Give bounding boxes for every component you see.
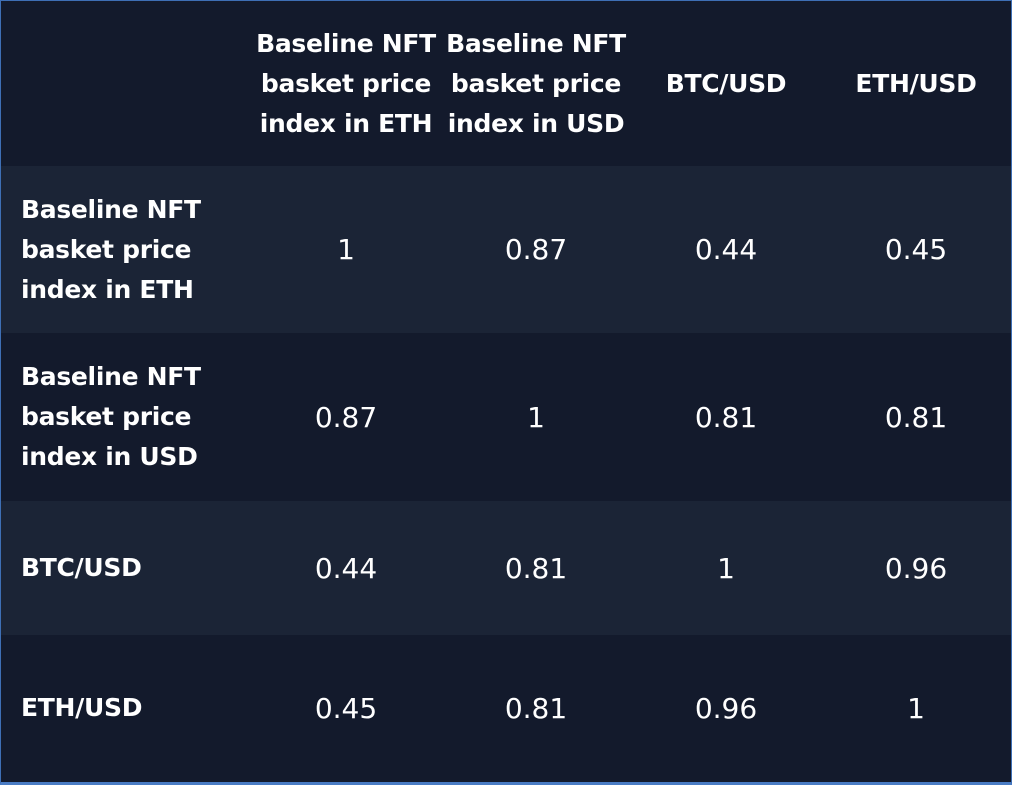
value-cell: 0.44 xyxy=(314,551,378,585)
row-header: ETH/USD xyxy=(21,693,143,722)
header-row: Baseline NFT basket price index in ETH B… xyxy=(1,1,1011,166)
value-cell: 0.45 xyxy=(314,691,378,725)
value-cell: 0.81 xyxy=(694,400,758,434)
value-cell: 0.87 xyxy=(314,400,378,434)
value-cell: 0.81 xyxy=(504,691,568,725)
column-header: BTC/USD xyxy=(665,68,787,98)
value-cell: 1 xyxy=(527,400,545,434)
value-cell: 0.44 xyxy=(694,233,758,266)
value-cell: 1 xyxy=(717,551,735,585)
value-cell: 0.81 xyxy=(884,400,948,434)
value-cell: 0.45 xyxy=(884,233,948,266)
column-header: ETH/USD xyxy=(855,68,977,98)
row-header: BTC/USD xyxy=(21,553,142,582)
corner-cell xyxy=(1,1,251,166)
value-cell: 1 xyxy=(907,691,925,725)
column-header: Baseline NFT basket price index in ETH xyxy=(256,28,436,138)
table-row: Baseline NFT basket price index in ETH 1… xyxy=(1,166,1011,333)
column-header: Baseline NFT basket price index in USD xyxy=(446,28,626,138)
table-row: Baseline NFT basket price index in USD 0… xyxy=(1,333,1011,501)
row-header: Baseline NFT basket price index in ETH xyxy=(21,194,201,304)
value-cell: 1 xyxy=(337,233,355,266)
table-row: ETH/USD 0.45 0.81 0.96 1 xyxy=(1,635,1011,781)
table-row: BTC/USD 0.44 0.81 1 0.96 xyxy=(1,501,1011,635)
value-cell: 0.81 xyxy=(504,551,568,585)
row-header: Baseline NFT basket price index in USD xyxy=(21,362,201,471)
value-cell: 0.96 xyxy=(694,691,758,725)
value-cell: 0.87 xyxy=(504,233,568,266)
value-cell: 0.96 xyxy=(884,551,948,585)
